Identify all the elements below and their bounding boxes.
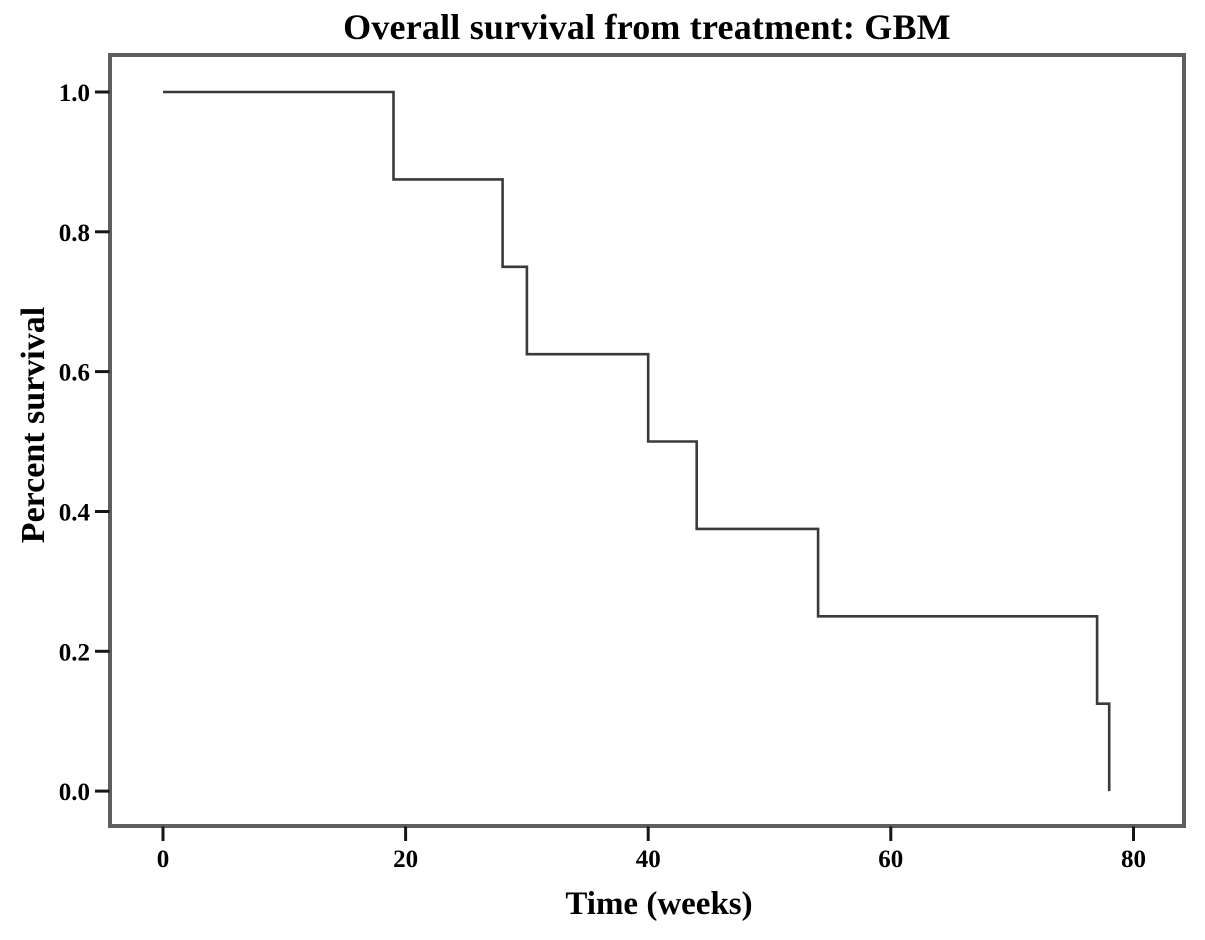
chart-title: Overall survival from treatment: GBM — [343, 7, 951, 47]
y-tick-label: 0.8 — [59, 220, 90, 247]
y-tick-label: 0.0 — [59, 779, 90, 806]
x-tick-label: 40 — [636, 846, 661, 873]
survival-step-curve — [163, 90, 1111, 792]
x-axis-label: Time (weeks) — [565, 886, 753, 922]
plot-frame — [108, 53, 1186, 828]
x-tick-label: 60 — [878, 846, 903, 873]
x-tick-label: 20 — [393, 846, 418, 873]
y-tick-label: 0.2 — [59, 639, 90, 666]
y-tick-label: 0.4 — [59, 500, 91, 527]
x-tick-label: 0 — [157, 846, 170, 873]
x-tick-label: 80 — [1121, 846, 1146, 873]
y-tick-label: 0.6 — [59, 360, 90, 387]
y-tick-label: 1.0 — [59, 80, 90, 107]
